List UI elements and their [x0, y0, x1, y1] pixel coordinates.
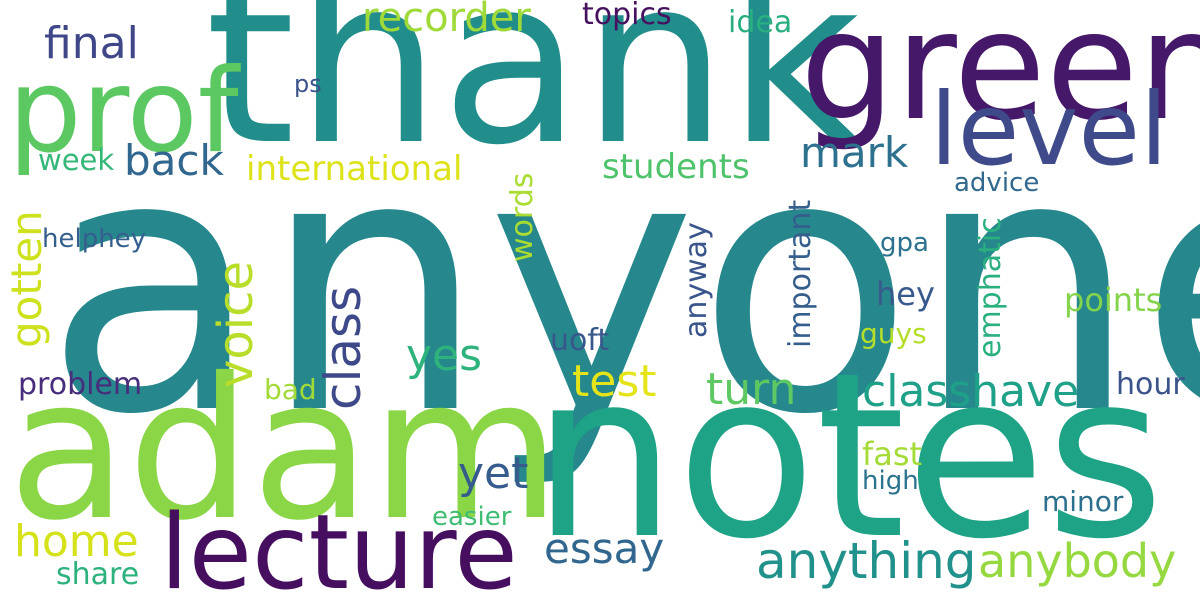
word-back: back [124, 136, 224, 185]
word-share: share [56, 557, 140, 592]
word-problem: problem [18, 367, 143, 402]
word-final: final [44, 18, 139, 69]
word-adam: adam [8, 336, 561, 563]
word-level: level [930, 71, 1168, 188]
word-topics: topics [582, 0, 672, 32]
word-hey: hey [876, 275, 935, 313]
word-bad: bad [264, 373, 317, 406]
word-idea: idea [728, 5, 793, 40]
word-important: important [783, 199, 818, 348]
word-thank: thank [205, 0, 861, 196]
word-class: class [314, 285, 372, 410]
word-minor: minor [1042, 485, 1124, 518]
word-notes: notes [532, 323, 1165, 589]
word-lecture: lecture [160, 493, 518, 600]
word-points: points [1064, 281, 1163, 319]
word-fast: fast [862, 435, 923, 473]
word-international: international [246, 149, 463, 189]
word-anyway: anyway [679, 222, 714, 338]
word-helphey: helphey [42, 224, 147, 254]
word-classhave: classhave [862, 366, 1080, 417]
word-home: home [14, 516, 139, 567]
word-week: week [38, 143, 115, 177]
word-anything: anything [756, 532, 977, 590]
word-uoft: uoft [550, 323, 610, 358]
word-essay: essay [544, 524, 665, 573]
word-prof: prof [8, 44, 239, 179]
word-guys: guys [860, 317, 927, 350]
word-gpa: gpa [880, 228, 929, 258]
word-ps: ps [294, 70, 322, 98]
word-recorder: recorder [362, 0, 531, 41]
word-anyone: anyone [44, 78, 1200, 492]
word-emphatic: emphatic [973, 217, 1008, 358]
word-advice: advice [954, 168, 1040, 198]
word-hour: hour [1116, 367, 1185, 402]
word-mark: mark [800, 128, 909, 177]
word-yes: yes [406, 330, 483, 381]
word-students: students [602, 147, 750, 187]
word-anybody: anybody [978, 534, 1177, 588]
word-green: green [800, 0, 1200, 154]
word-turn: turn [706, 364, 797, 415]
word-yet: yet [458, 448, 529, 499]
word-test: test [572, 356, 657, 407]
word-high: high [862, 466, 919, 496]
word-voice: voice [208, 260, 264, 388]
word-words: words [505, 172, 540, 262]
word-easier: easier [432, 502, 512, 532]
